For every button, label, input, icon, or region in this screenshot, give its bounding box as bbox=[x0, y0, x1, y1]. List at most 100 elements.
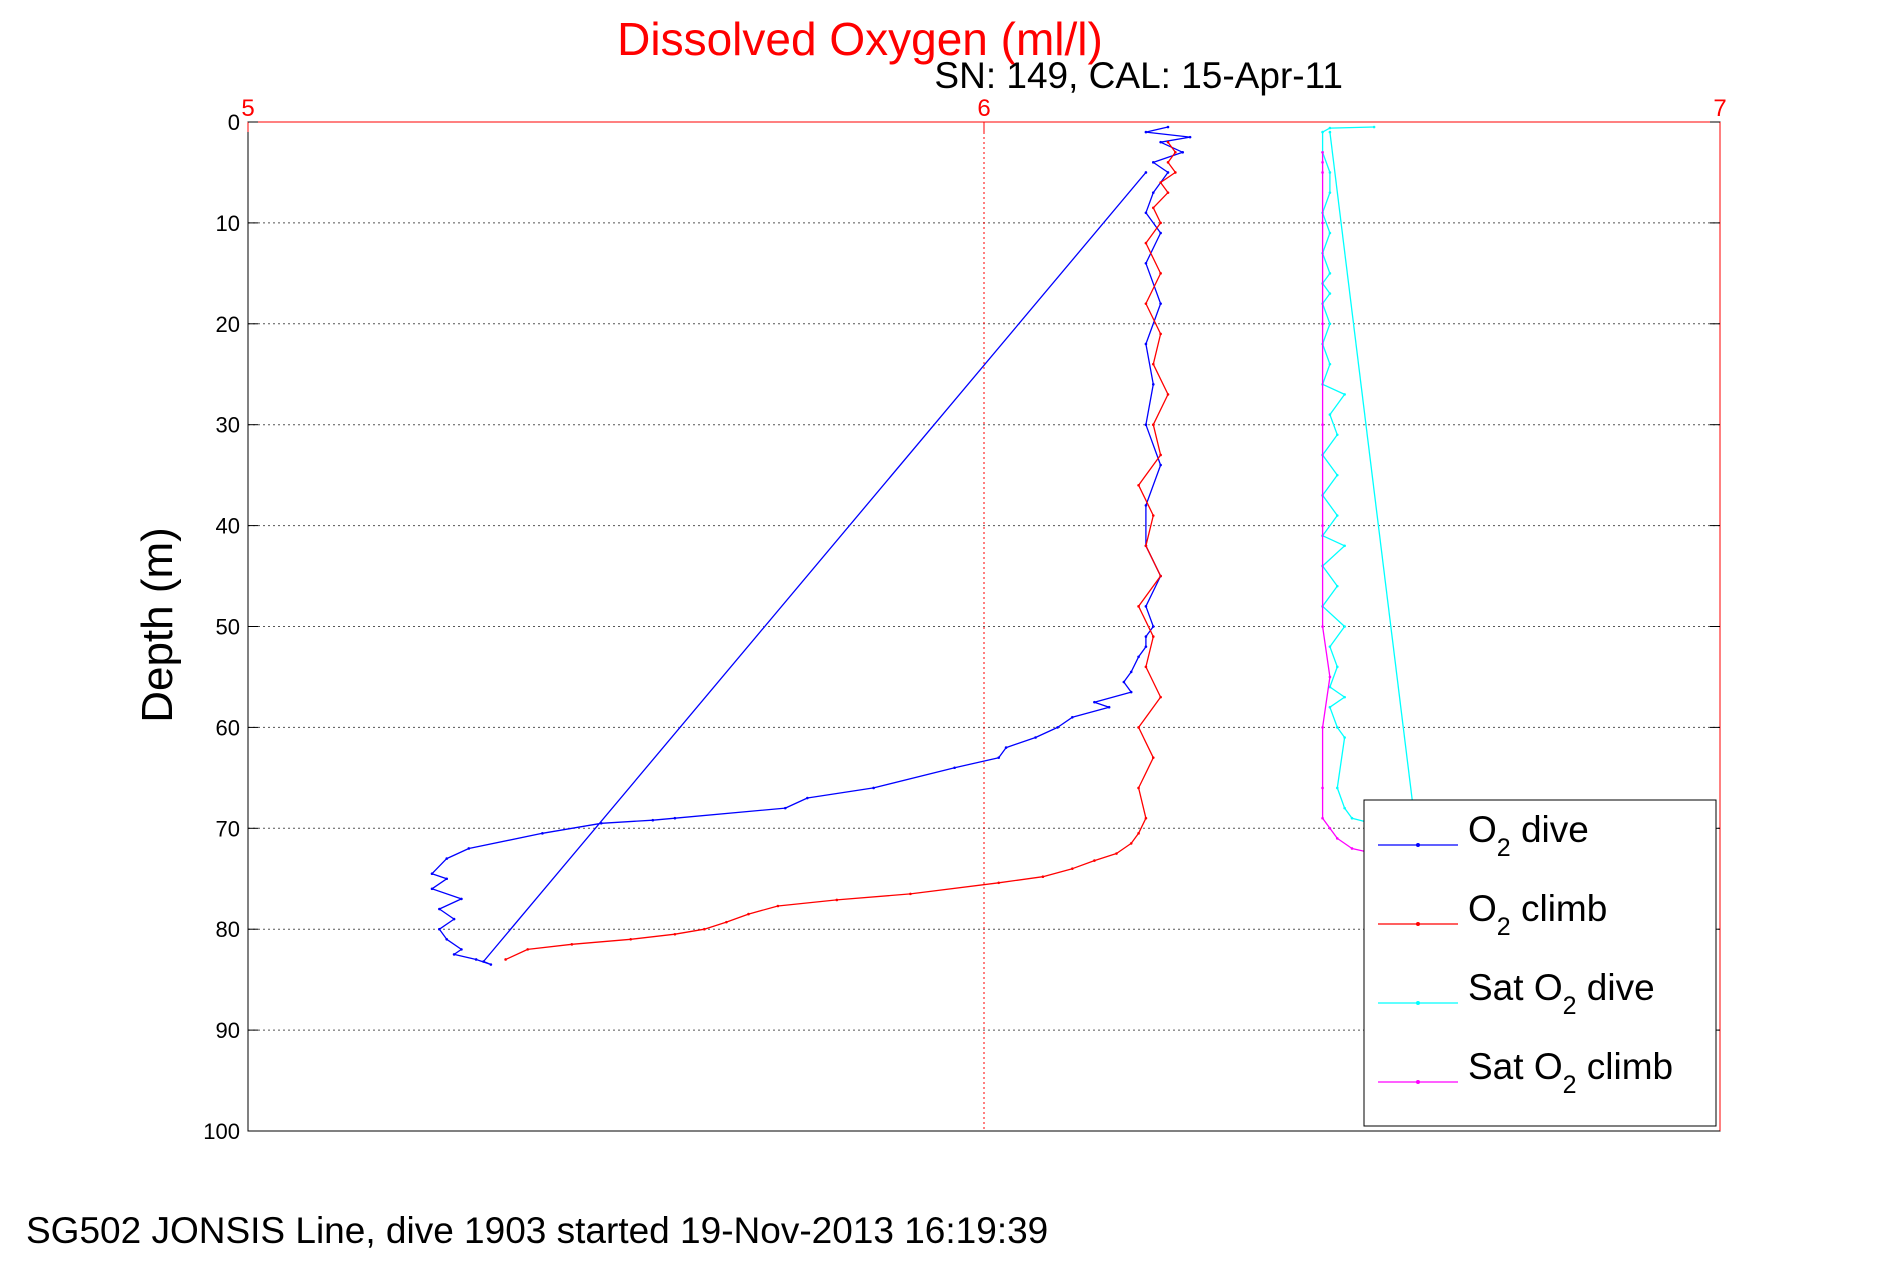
data-point-o2-climb bbox=[1159, 181, 1162, 184]
data-point-o2-dive bbox=[1188, 135, 1192, 139]
data-point-o2-climb bbox=[1144, 665, 1148, 669]
y-tick-label: 20 bbox=[216, 312, 240, 337]
data-point-sat-o2-climb bbox=[1321, 423, 1324, 427]
y-tick-label: 80 bbox=[216, 917, 240, 942]
legend: O2 dive O2 climb Sat O2 dive Sat O2 climb bbox=[1363, 799, 1717, 1127]
data-point-o2-dive bbox=[489, 963, 493, 966]
y-tick-label: 100 bbox=[203, 1119, 240, 1144]
data-point-sat-o2-dive bbox=[1372, 125, 1376, 129]
data-point-sat-o2-climb bbox=[1321, 524, 1324, 527]
data-point-o2-climb bbox=[1137, 483, 1140, 487]
data-point-sat-o2-dive bbox=[1335, 584, 1339, 588]
legend-box bbox=[1363, 799, 1717, 1127]
data-point-o2-dive bbox=[482, 960, 485, 963]
data-point-o2-climb bbox=[997, 881, 1001, 885]
data-point-sat-o2-dive bbox=[1328, 362, 1332, 366]
data-point-o2-climb bbox=[1166, 191, 1170, 194]
data-point-sat-o2-dive-to-surface bbox=[1328, 130, 1332, 134]
data-point-o2-dive bbox=[1144, 171, 1148, 174]
data-point-sat-o2-climb bbox=[1335, 837, 1339, 840]
footer-caption: SG502 JONSIS Line, dive 1903 started 19-… bbox=[26, 1210, 1048, 1251]
y-tick-label: 70 bbox=[216, 816, 240, 841]
data-point-sat-o2-dive bbox=[1343, 393, 1346, 396]
data-point-sat-o2-dive bbox=[1343, 806, 1346, 810]
data-point-sat-o2-climb bbox=[1321, 150, 1324, 154]
data-point-sat-o2-dive bbox=[1335, 433, 1339, 437]
data-point-o2-dive bbox=[651, 818, 655, 822]
data-point-o2-dive bbox=[1144, 342, 1148, 346]
data-point-sat-o2-dive bbox=[1335, 473, 1339, 477]
data-point-o2-climb bbox=[1137, 786, 1140, 790]
y-tick-label: 0 bbox=[228, 110, 240, 135]
data-point-sat-o2-dive bbox=[1328, 292, 1332, 295]
data-point-o2-dive bbox=[467, 847, 471, 850]
chart-title: Dissolved Oxygen (ml/l) bbox=[617, 13, 1103, 65]
data-point-o2-climb bbox=[1071, 867, 1074, 870]
data-point-sat-o2-dive bbox=[1328, 322, 1332, 326]
legend-label-o2-dive: O2 dive bbox=[1468, 809, 1589, 862]
data-point-o2-climb bbox=[1144, 544, 1148, 548]
data-point-sat-o2-dive bbox=[1328, 231, 1332, 235]
data-point-o2-dive bbox=[783, 806, 787, 810]
data-point-o2-dive bbox=[997, 756, 1001, 759]
data-point-o2-dive bbox=[1159, 302, 1162, 305]
data-point-sat-o2-climb bbox=[1350, 847, 1354, 850]
series-line-o2-climb bbox=[505, 141, 1177, 961]
data-point-o2-climb bbox=[1151, 635, 1155, 638]
data-point-o2-climb bbox=[776, 904, 780, 908]
data-point-o2-climb bbox=[1159, 574, 1162, 578]
data-point-o2-dive bbox=[599, 821, 603, 825]
data-point-o2-climb bbox=[835, 898, 839, 902]
series-line-o2-dive bbox=[431, 126, 1191, 966]
data-point-sat-o2-dive bbox=[1343, 544, 1346, 548]
data-point-o2-dive bbox=[541, 832, 544, 835]
legend-marker-sat-o2-climb bbox=[1416, 1080, 1420, 1084]
data-point-sat-o2-climb bbox=[1321, 161, 1324, 164]
data-point-sat-o2-dive bbox=[1335, 786, 1339, 790]
data-point-o2-dive bbox=[452, 917, 456, 921]
data-point-o2-climb bbox=[1115, 852, 1118, 855]
y-tick-label: 50 bbox=[216, 615, 240, 640]
data-point-o2-dive bbox=[445, 877, 449, 881]
data-point-o2-dive bbox=[445, 857, 449, 860]
data-point-o2-dive bbox=[1034, 736, 1037, 739]
legend-marker-sat-o2-dive bbox=[1416, 1001, 1420, 1005]
data-point-o2-dive bbox=[1144, 130, 1148, 134]
data-point-o2-dive bbox=[1056, 726, 1059, 729]
data-point-o2-climb bbox=[725, 920, 728, 924]
data-point-o2-climb bbox=[1151, 756, 1155, 759]
data-point-o2-climb bbox=[703, 927, 706, 931]
data-point-o2-climb bbox=[1144, 816, 1148, 820]
data-point-o2-climb bbox=[747, 912, 750, 916]
data-point-o2-dive bbox=[1151, 161, 1155, 164]
data-point-o2-dive bbox=[460, 897, 463, 901]
data-point-o2-climb bbox=[1093, 859, 1096, 862]
data-point-sat-o2-dive bbox=[1321, 130, 1324, 134]
legend-marker-o2-climb bbox=[1416, 922, 1420, 926]
data-point-o2-dive bbox=[438, 907, 441, 911]
data-point-o2-climb bbox=[1151, 362, 1155, 366]
data-point-o2-dive bbox=[1166, 125, 1170, 129]
series-line-sat-o2-dive-to-surface bbox=[1329, 132, 1419, 849]
data-point-o2-climb bbox=[1137, 726, 1140, 729]
data-point-sat-o2-dive bbox=[1328, 272, 1332, 275]
data-point-o2-climb bbox=[1159, 332, 1162, 336]
data-point-o2-climb bbox=[1129, 842, 1133, 845]
x-tick-label: 5 bbox=[241, 95, 254, 122]
data-point-o2-dive bbox=[452, 953, 456, 956]
data-point-sat-o2-dive bbox=[1335, 514, 1339, 517]
data-point-o2-climb bbox=[1144, 241, 1148, 245]
data-point-o2-dive bbox=[1159, 140, 1162, 144]
data-point-o2-dive bbox=[1159, 231, 1162, 235]
data-point-o2-dive bbox=[430, 872, 434, 876]
data-point-sat-o2-climb bbox=[1328, 827, 1332, 830]
data-point-o2-dive bbox=[1144, 645, 1148, 648]
data-point-sat-o2-dive bbox=[1328, 645, 1332, 648]
data-point-o2-dive bbox=[1144, 423, 1148, 427]
data-point-o2-climb bbox=[1166, 161, 1170, 164]
y-tick-label: 60 bbox=[216, 715, 240, 740]
data-point-o2-dive bbox=[1093, 700, 1096, 704]
data-point-o2-dive bbox=[445, 937, 449, 941]
data-point-sat-o2-climb bbox=[1321, 322, 1324, 326]
data-point-sat-o2-dive bbox=[1343, 695, 1346, 699]
